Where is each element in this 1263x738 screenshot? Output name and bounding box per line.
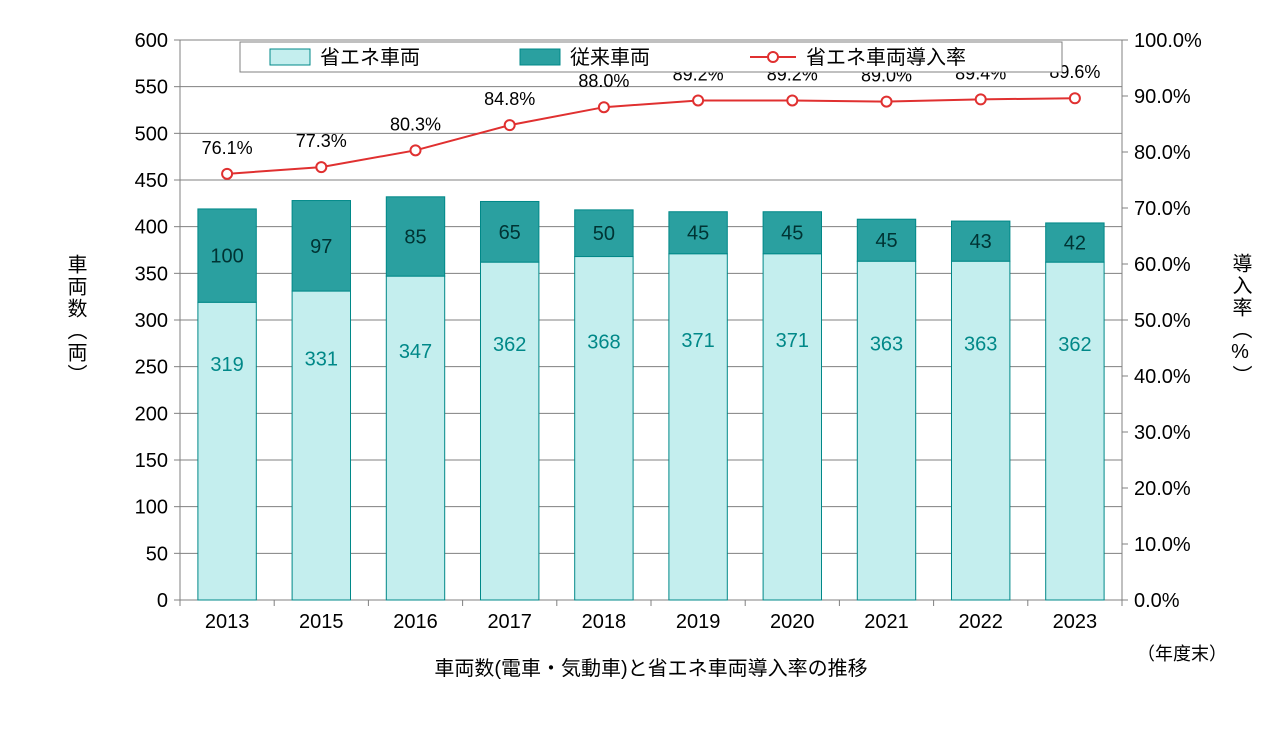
rate-marker: [222, 169, 232, 179]
legend-swatch-b: [520, 49, 560, 65]
x-axis-caption: （年度末）: [1137, 644, 1227, 664]
legend-label-a: 省エネ車両: [320, 46, 420, 69]
x-tick-label: 2020: [770, 611, 815, 633]
bar-series-a: [386, 276, 444, 600]
right-tick-label: 60.0%: [1134, 254, 1191, 276]
x-tick-label: 2018: [582, 611, 627, 633]
rate-marker: [976, 94, 986, 104]
right-tick-label: 80.0%: [1134, 142, 1191, 164]
right-axis-label: 導入率（%）: [1229, 253, 1252, 387]
legend-label-b: 従来車両: [570, 46, 650, 69]
bar-b-value: 42: [1064, 233, 1086, 255]
rate-value-label: 84.8%: [484, 89, 535, 109]
rate-marker: [693, 95, 703, 105]
bar-b-value: 45: [781, 223, 803, 245]
bar-a-value: 363: [964, 334, 997, 356]
bar-a-value: 319: [210, 354, 243, 376]
left-tick-label: 550: [135, 77, 168, 99]
legend-line-marker: [768, 52, 778, 62]
x-tick-label: 2021: [864, 611, 909, 633]
right-tick-label: 70.0%: [1134, 198, 1191, 220]
bar-a-value: 331: [305, 349, 338, 371]
right-tick-label: 10.0%: [1134, 534, 1191, 556]
right-tick-label: 50.0%: [1134, 310, 1191, 332]
bar-b-value: 85: [404, 226, 426, 248]
rate-marker: [411, 145, 421, 155]
chart-title: 車両数(電車・気動車)と省エネ車両導入率の推移: [434, 657, 867, 680]
right-tick-label: 100.0%: [1134, 30, 1202, 52]
rate-value-label: 80.3%: [390, 114, 441, 134]
x-tick-label: 2013: [205, 611, 250, 633]
chart-container: 0 50 100 150 200 250 300 350 400 450 500 550 600 0.0%…: [20, 20, 1263, 718]
rate-value-label: 77.3%: [296, 131, 347, 151]
bar-a-value: 368: [587, 331, 620, 353]
rate-marker: [882, 97, 892, 107]
legend-label-line: 省エネ車両導入率: [806, 46, 966, 69]
bar-b-value: 43: [970, 231, 992, 253]
bar-b-value: 45: [687, 223, 709, 245]
rate-marker: [316, 162, 326, 172]
x-tick-label: 2016: [393, 611, 438, 633]
x-tick-label: 2022: [958, 611, 1003, 633]
bar-series-a: [857, 261, 915, 600]
bar-b-value: 45: [875, 230, 897, 252]
right-tick-label: 40.0%: [1134, 366, 1191, 388]
left-tick-label: 150: [135, 450, 168, 472]
x-tick-label: 2015: [299, 611, 344, 633]
bar-series-a: [951, 261, 1009, 600]
chart-svg: 0 50 100 150 200 250 300 350 400 450 500 550 600 0.0%…: [20, 20, 1263, 718]
left-tick-label: 350: [135, 263, 168, 285]
bar-series-a: [480, 262, 538, 600]
left-tick-label: 600: [135, 30, 168, 52]
right-tick-label: 30.0%: [1134, 422, 1191, 444]
rate-marker: [787, 95, 797, 105]
legend-swatch-a: [270, 49, 310, 65]
right-tick-label: 90.0%: [1134, 86, 1191, 108]
left-tick-label: 200: [135, 403, 168, 425]
left-tick-label: 450: [135, 170, 168, 192]
bar-b-value: 65: [499, 222, 521, 244]
x-tick-label: 2019: [676, 611, 721, 633]
bar-b-value: 50: [593, 223, 615, 245]
rate-marker: [1070, 93, 1080, 103]
x-tick-label: 2023: [1053, 611, 1098, 633]
bar-b-value: 100: [210, 246, 243, 268]
left-axis-label: 車両数（両）: [64, 254, 87, 386]
bar-a-value: 371: [681, 330, 714, 352]
bar-series-a: [575, 257, 633, 600]
rate-marker: [599, 102, 609, 112]
bar-series-a: [1046, 262, 1104, 600]
left-tick-label: 100: [135, 497, 168, 519]
right-tick-label: 20.0%: [1134, 478, 1191, 500]
right-tick-label: 0.0%: [1134, 590, 1180, 612]
left-tick-label: 300: [135, 310, 168, 332]
left-tick-label: 250: [135, 357, 168, 379]
bar-series-a: [292, 291, 350, 600]
x-tick-label: 2017: [487, 611, 532, 633]
left-tick-label: 400: [135, 217, 168, 239]
left-tick-label: 0: [157, 590, 168, 612]
rate-value-label: 88.0%: [578, 71, 629, 91]
bar-series-a: [669, 254, 727, 600]
rate-value-label: 76.1%: [202, 138, 253, 158]
bar-a-value: 363: [870, 334, 903, 356]
bar-b-value: 97: [310, 236, 332, 258]
left-tick-label: 500: [135, 123, 168, 145]
bar-a-value: 362: [493, 334, 526, 356]
bar-a-value: 362: [1058, 334, 1091, 356]
left-tick-label: 50: [146, 543, 168, 565]
bar-a-value: 347: [399, 341, 432, 363]
bar-a-value: 371: [776, 330, 809, 352]
bar-series-a: [763, 254, 821, 600]
rate-marker: [505, 120, 515, 130]
bar-series-a: [198, 302, 256, 600]
